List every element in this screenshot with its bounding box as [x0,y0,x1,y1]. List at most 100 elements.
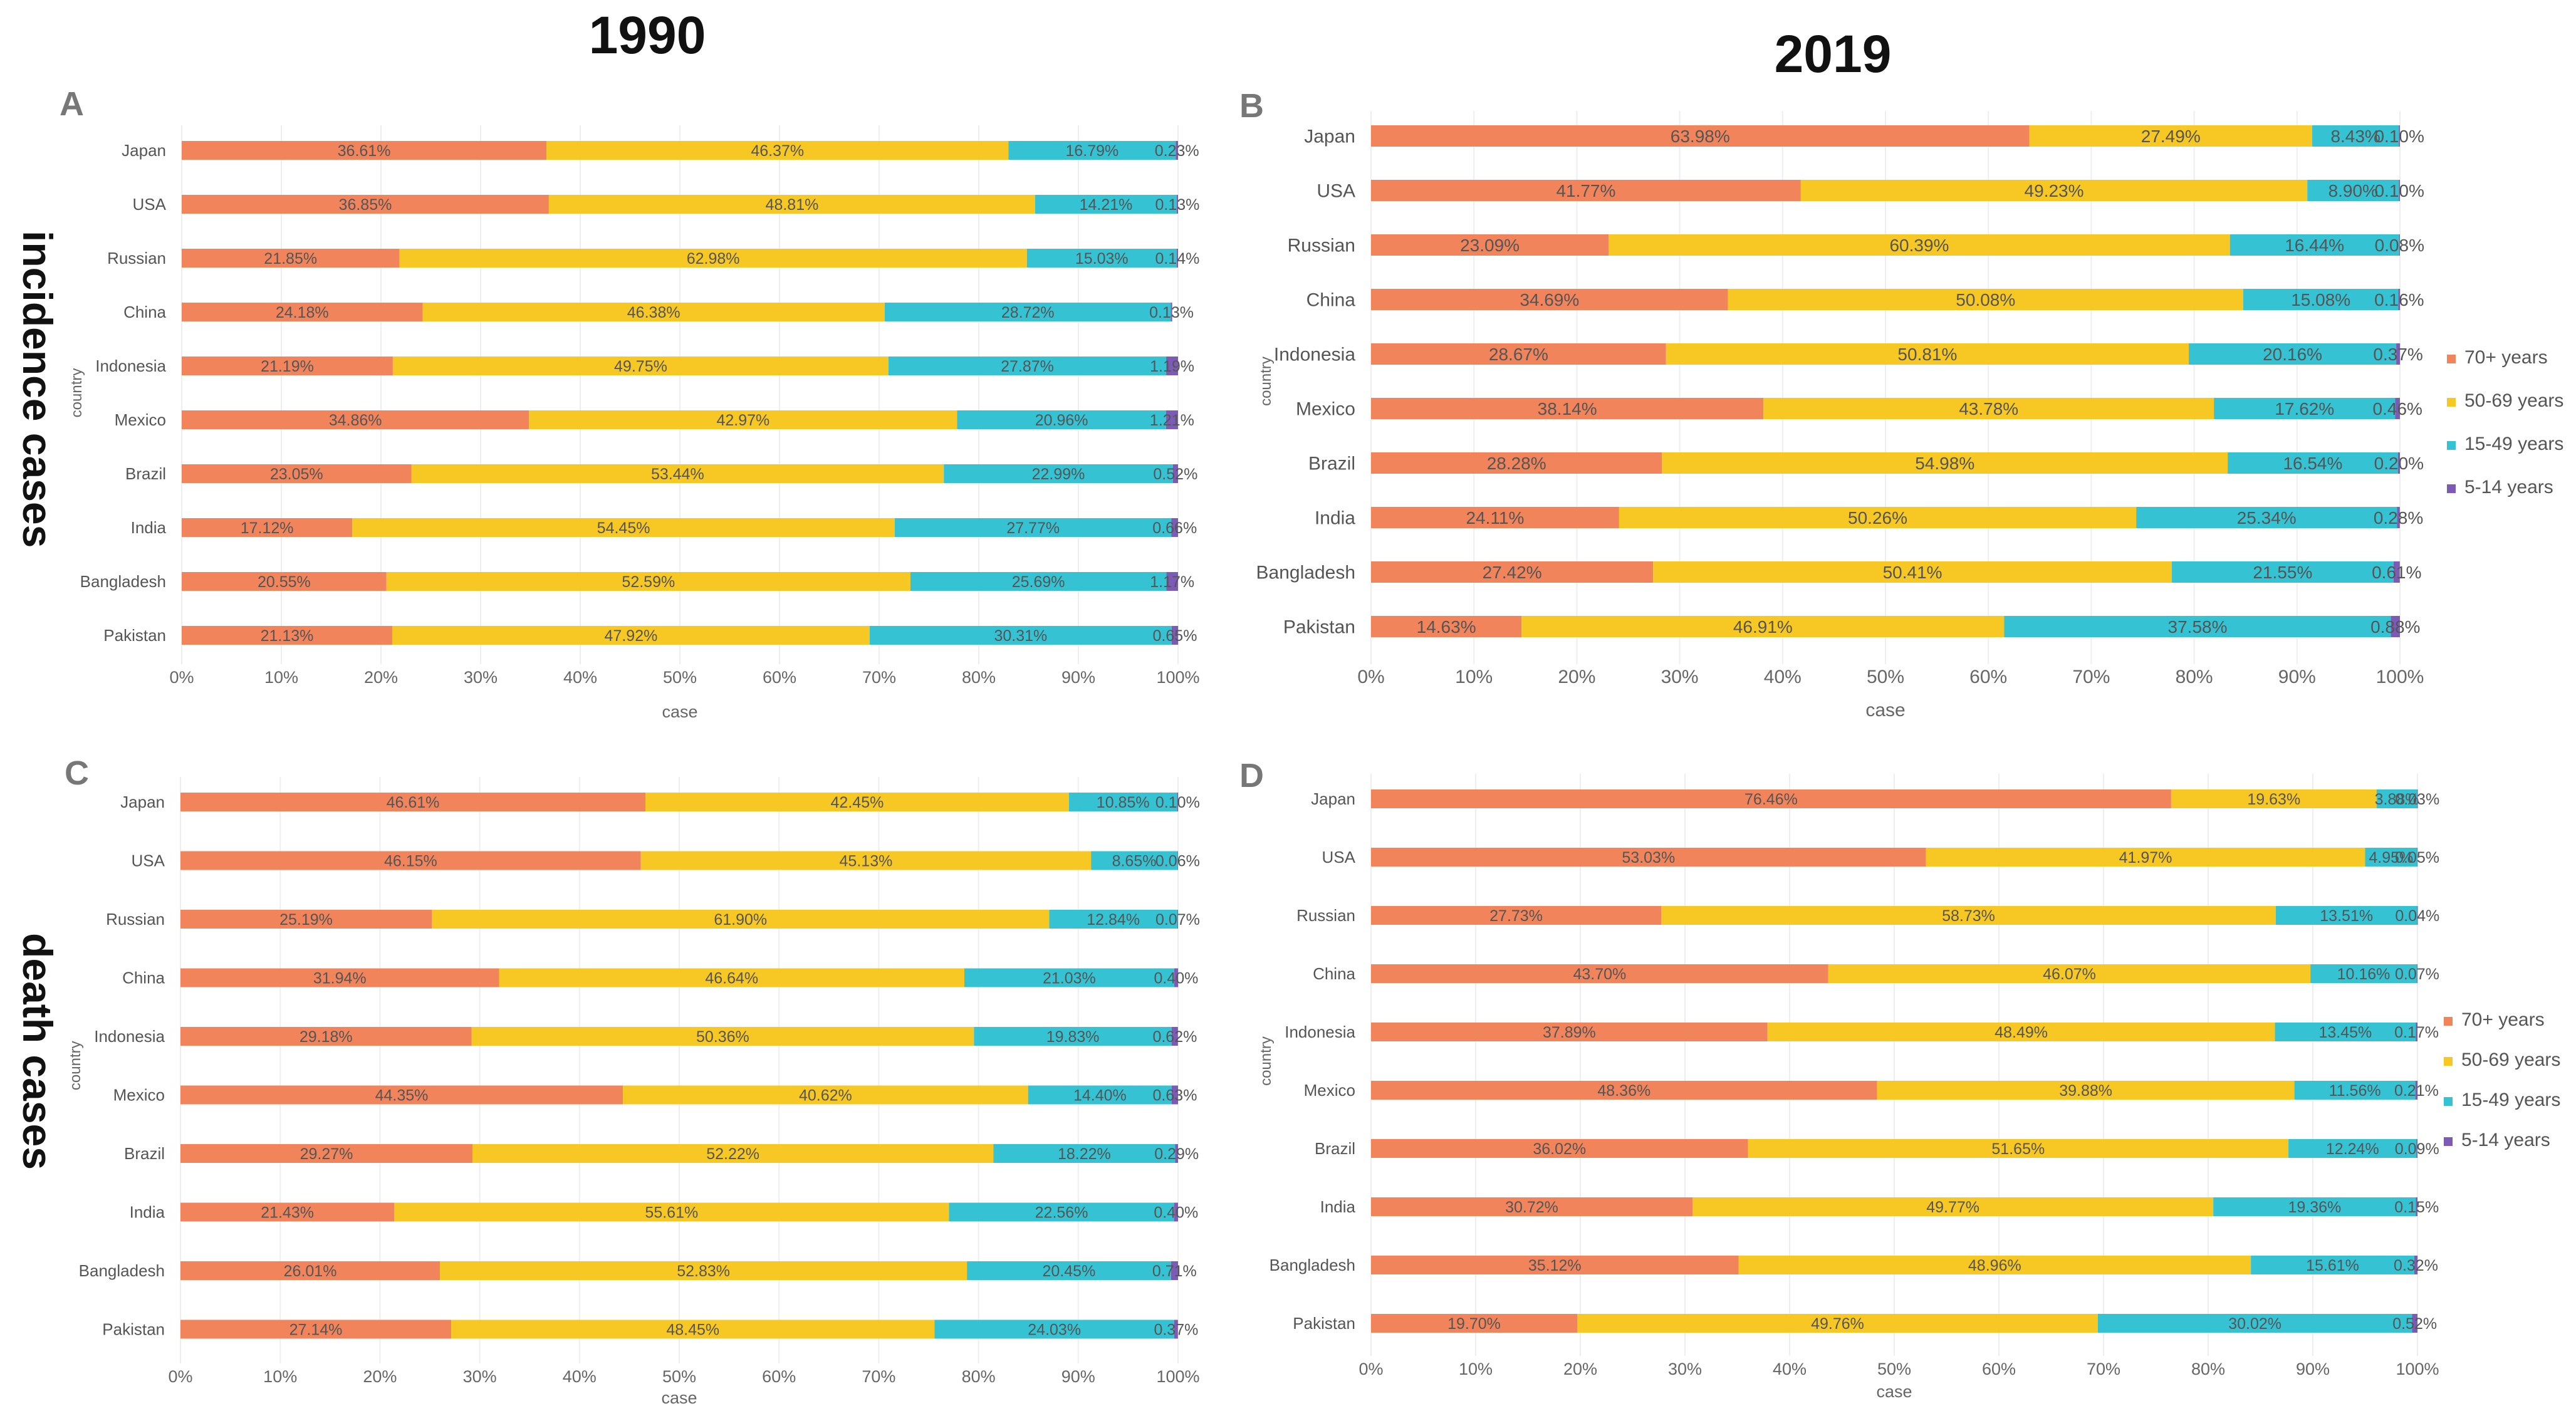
bar-pakistan-50-69-years [392,626,870,645]
bar-japan-15-49-years [1068,793,1177,811]
data-label-brazil-15-49-years: 22.99% [1032,466,1085,483]
data-label-pakistan-15-49-years: 37.58% [2168,617,2228,637]
data-label-japan-5-14-years: 0.10% [2374,127,2424,146]
data-label-russian-15-49-years: 12.84% [1087,911,1140,929]
bar-indonesia-15-49-years [2275,1023,2416,1041]
data-label-china-5-14-years: 0.13% [1149,304,1194,321]
bar-indonesia-50-69-years [1666,343,2189,365]
data-label-mexico-5-14-years: 0.63% [1153,1086,1197,1104]
bar-china-5-14-years [1174,968,1179,987]
x-tick-label: 40% [1773,1360,1807,1378]
bar-india-50-69-years [1692,1197,2214,1216]
data-label-india-15-49-years: 22.56% [1035,1204,1088,1221]
data-label-brazil-50-69-years: 53.44% [651,466,704,483]
panel-A: A Japan 36.61% 46.37% 16.79% 0.23% USA 36.85% 4… [60,85,1225,724]
data-label-japan-5-14-years: 0.03% [2395,791,2439,808]
data-label-japan-70-years: 76.46% [1744,791,1798,808]
data-label-japan-50-69-years: 19.63% [2247,791,2300,808]
category-label-brazil: Brazil [1308,454,1355,474]
bar-russian-70-years [1371,234,1609,256]
bar-india-15-49-years [2136,507,2397,528]
data-label-japan-15-49-years: 10.85% [1097,794,1150,811]
bar-russian-50-69-years [432,910,1050,929]
row-title-incidence: incidence cases [14,231,61,548]
category-label-brazil: Brazil [125,464,166,483]
category-label-indonesia: Indonesia [95,357,166,375]
bar-bangladesh-50-69-years [1653,561,2172,583]
bar-russian-15-49-years [1049,910,1177,929]
category-label-mexico: Mexico [113,1086,165,1105]
bar-russian-70-years [182,249,400,268]
data-label-brazil-70-years: 28.28% [1487,454,1546,473]
category-label-pakistan: Pakistan [103,626,166,645]
data-label-china-15-49-years: 28.72% [1001,304,1055,321]
data-label-mexico-5-14-years: 0.46% [2373,399,2422,419]
category-label-india: India [131,518,167,537]
bar-mexico-15-49-years [1028,1085,1172,1105]
x-tick-label: 0% [1357,667,1384,687]
data-label-japan-70-years: 63.98% [1671,127,1730,146]
stacked-bar-chart-A: Japan 36.61% 46.37% 16.79% 0.23% USA 36.85% 48.… [68,125,1200,721]
bar-usa-15-49-years [1091,851,1177,870]
bar-russian-50-69-years [1609,234,2230,256]
x-tick-label: 50% [663,668,697,687]
bar-bangladesh-70-years [1371,561,1654,583]
legend-swatch-5-14-years [2444,1137,2453,1146]
bar-pakistan-70-years [1371,1314,1577,1333]
data-label-pakistan-5-14-years: 0.52% [2392,1315,2437,1333]
category-label-bangladesh: Bangladesh [79,1261,165,1280]
x-tick-label: 40% [1764,667,1802,687]
data-label-russian-5-14-years: 0.07% [1155,911,1200,929]
bar-usa-5-14-years [2399,180,2400,201]
bar-india-5-14-years [2416,1197,2417,1216]
bar-mexico-15-49-years [2214,398,2396,419]
bar-japan-15-49-years [2312,125,2399,147]
data-label-china-50-69-years: 46.64% [705,969,758,987]
data-label-pakistan-5-14-years: 0.65% [1153,627,1197,645]
bar-bangladesh-50-69-years [440,1261,967,1280]
data-label-india-5-14-years: 0.15% [2394,1199,2439,1216]
x-tick-label: 10% [1455,667,1493,687]
bar-brazil-50-69-years [472,1144,994,1163]
bar-indonesia-15-49-years [888,357,1167,375]
x-axis-title: case [661,1388,697,1406]
bar-brazil-50-69-years [1748,1139,2289,1158]
bar-pakistan-50-69-years [451,1320,935,1339]
data-label-brazil-70-years: 36.02% [1533,1140,1586,1158]
bar-brazil-70-years [1371,1139,1748,1158]
category-label-pakistan: Pakistan [1293,1314,1355,1333]
bar-china-70-years [180,968,499,987]
x-tick-label: 20% [1563,1360,1597,1378]
panel-letter: C [65,754,89,792]
bar-bangladesh-15-49-years [967,1261,1171,1280]
data-label-indonesia-70-years: 21.19% [261,358,314,375]
data-label-bangladesh-50-69-years: 50.41% [1883,563,1942,582]
data-label-bangladesh-15-49-years: 25.69% [1012,573,1065,591]
x-tick-label: 30% [1668,1360,1702,1378]
data-label-indonesia-5-14-years: 0.62% [1152,1028,1197,1046]
x-tick-label: 80% [2176,667,2213,687]
bar-india-15-49-years [949,1202,1174,1222]
legend-swatch-50-69-years [2444,1057,2453,1066]
data-label-russian-5-14-years: 0.14% [1155,250,1199,268]
bar-bangladesh-15-49-years [2251,1256,2414,1274]
bar-brazil-5-14-years [2416,1139,2417,1158]
data-label-indonesia-15-49-years: 13.45% [2318,1024,2372,1041]
data-label-mexico-5-14-years: 1.21% [1150,412,1194,429]
x-axis-title: case [1876,1382,1912,1401]
bar-india-5-14-years [1171,518,1178,537]
x-tick-label: 0% [168,1367,192,1386]
bar-india-70-years [182,518,353,537]
bar-mexico-70-years [1371,1081,1877,1100]
bar-india-70-years [1371,1197,1693,1216]
panel-D: D Japan 76.46% 19.63% 3.88% 0.03% USA 53.03% 41… [1231,749,2576,1406]
x-tick-label: 80% [962,1367,996,1386]
bar-russian-50-69-years [1661,906,2276,925]
data-label-usa-50-69-years: 45.13% [840,852,893,870]
data-label-china-15-49-years: 10.16% [2337,966,2391,983]
data-label-india-5-14-years: 0.28% [2374,508,2423,528]
x-tick-label: 60% [1969,667,2007,687]
x-tick-label: 100% [1156,668,1199,687]
bar-brazil-15-49-years [2228,452,2398,474]
bar-russian-15-49-years [2229,234,2399,256]
